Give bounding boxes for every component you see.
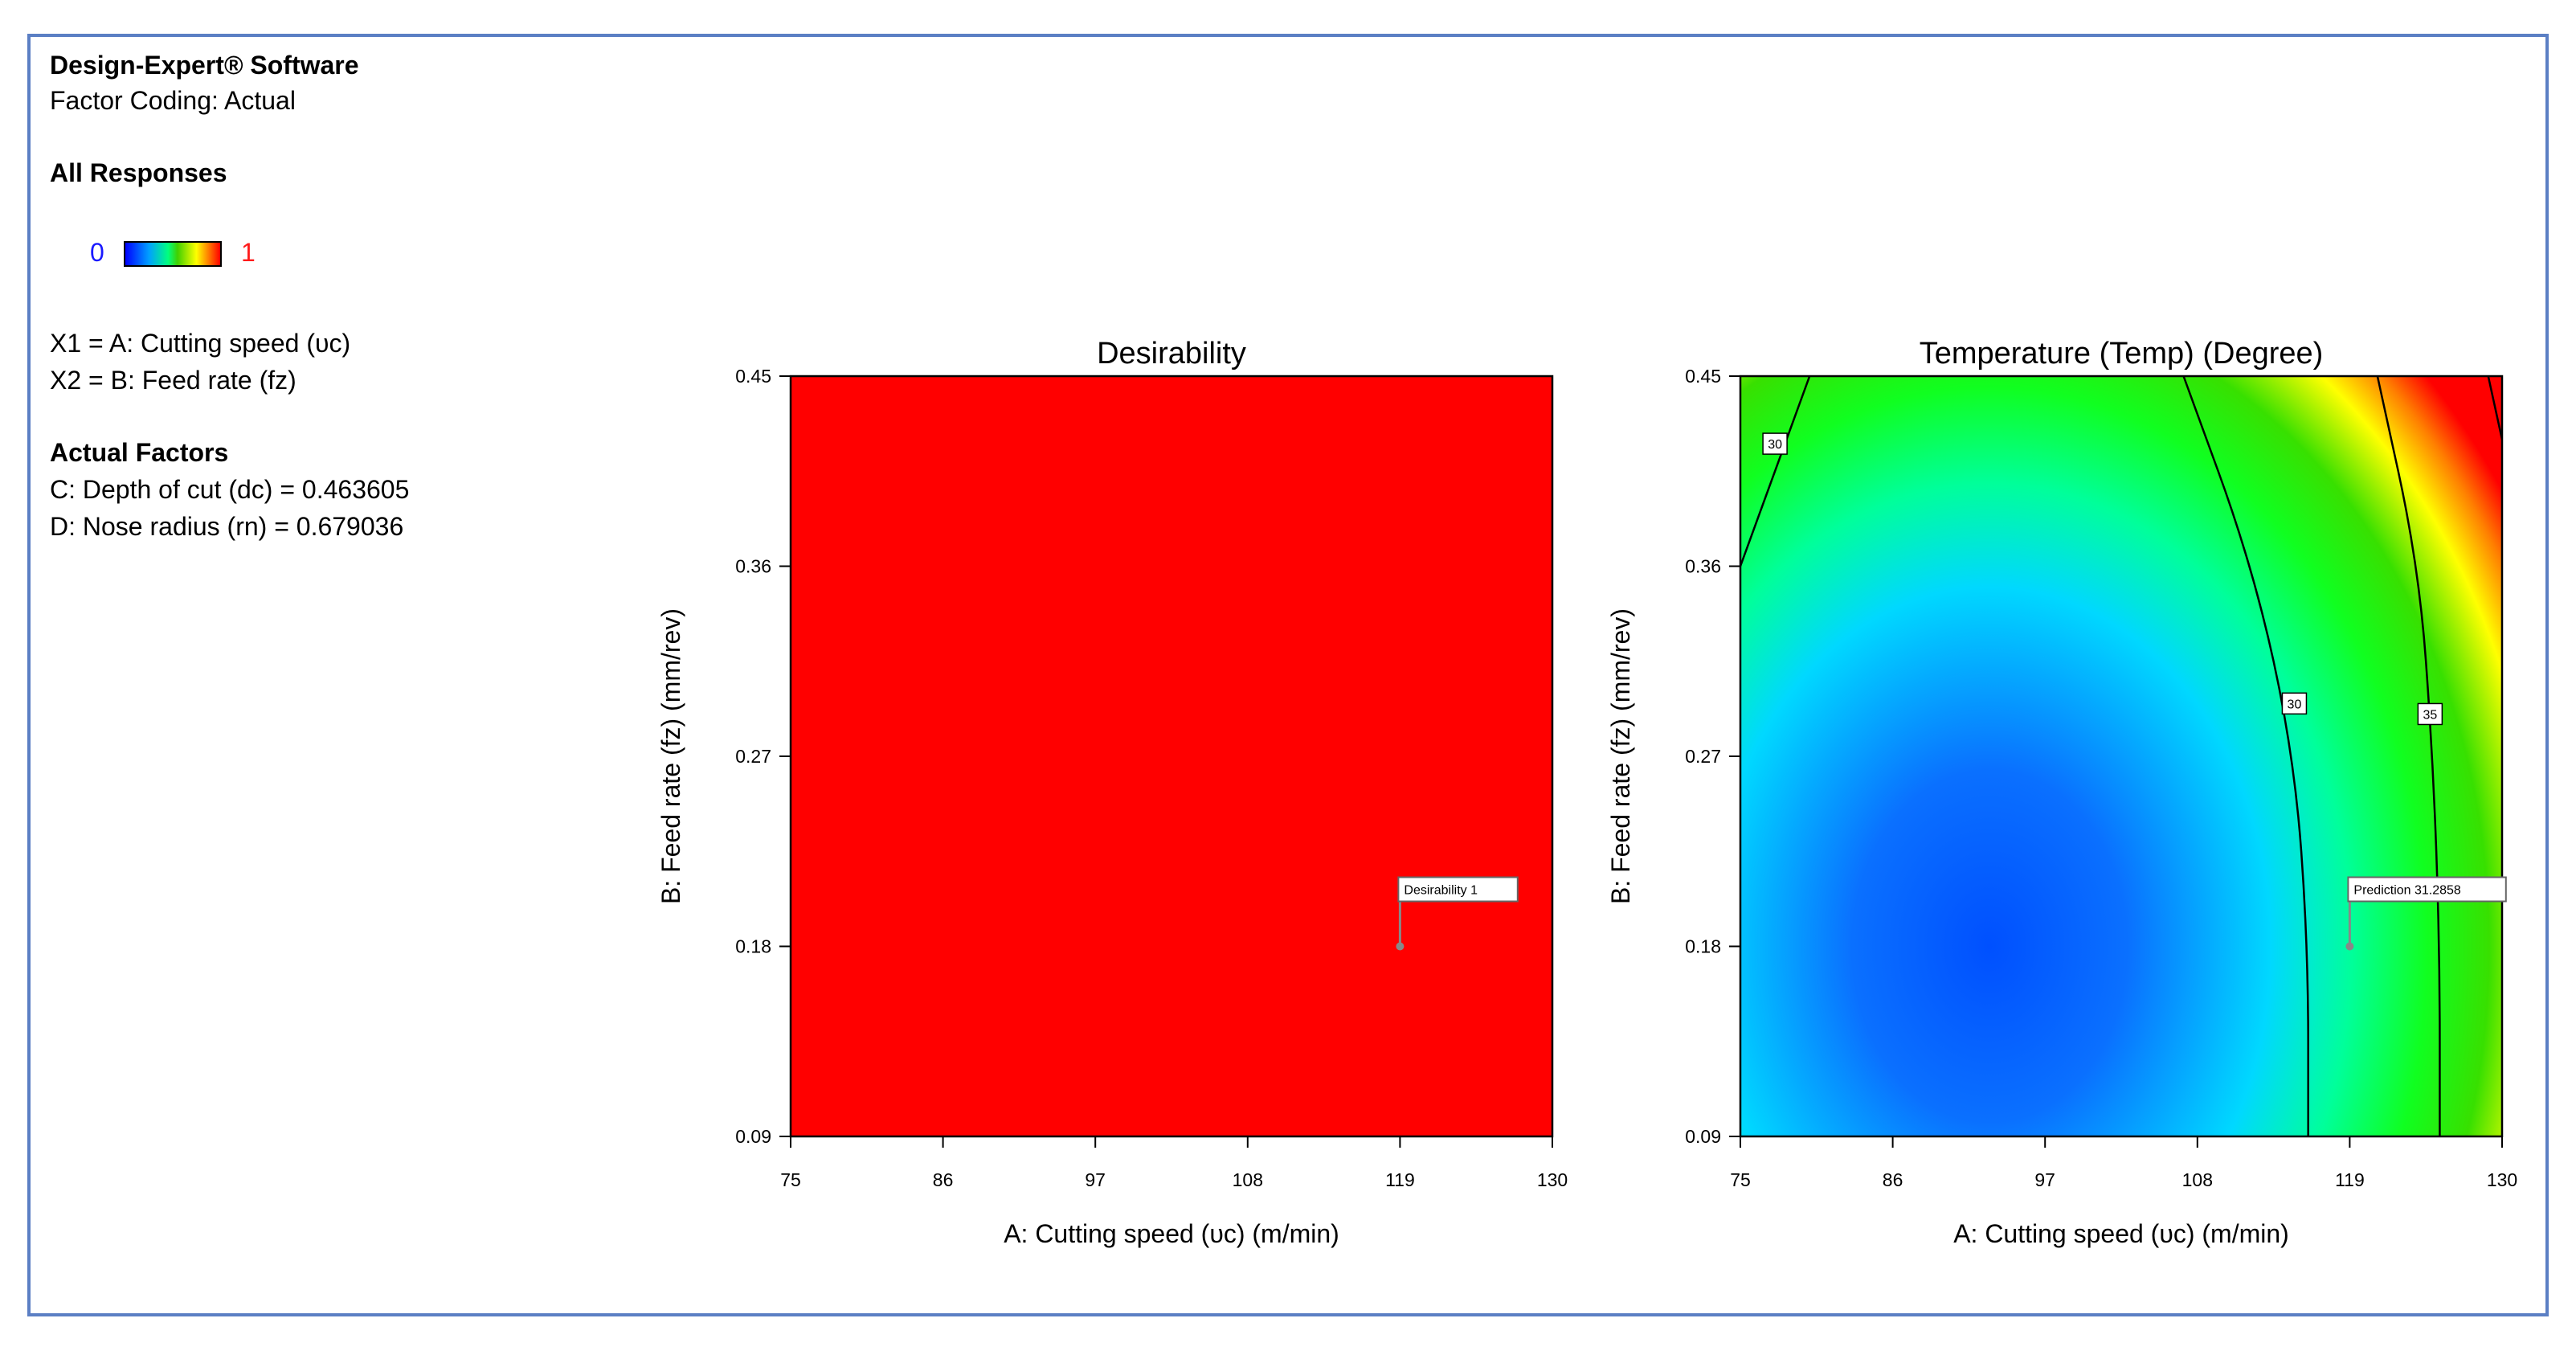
flag-point [1396, 942, 1405, 951]
contour-line [2376, 376, 2441, 1136]
flag-label: Desirability 1 [1404, 884, 1478, 898]
x-tick-label: 108 [1233, 1169, 1263, 1190]
x-tick-label: 97 [2034, 1169, 2055, 1190]
y-tick-label: 0.45 [1685, 366, 1721, 387]
color-legend-bar [124, 241, 222, 267]
factor-def-x2: X2 = B: Feed rate (fz) [50, 366, 296, 395]
x-axis-label: A: Cutting speed (υc) (m/min) [1953, 1219, 2289, 1248]
desirability-fill [791, 376, 1552, 1136]
plot-window: Design-Expert® Software Factor Coding: A… [27, 34, 2549, 1316]
contour-label: 30 [1768, 438, 1782, 452]
prediction-flag: Desirability 1 [1396, 876, 1519, 951]
y-tick-label: 0.09 [735, 1126, 771, 1147]
y-tick-label: 0.36 [735, 556, 771, 577]
chart-title: Desirability [1097, 337, 1246, 371]
contour-label-box [2417, 702, 2443, 726]
flag-point [2345, 942, 2354, 951]
legend-max-label: 1 [241, 238, 256, 267]
all-responses-heading: All Responses [50, 158, 227, 187]
flag-label: Prediction 31.2858 [2353, 884, 2461, 898]
y-tick-label: 0.27 [735, 746, 771, 767]
factor-def-x1: X1 = A: Cutting speed (υc) [50, 329, 351, 358]
actual-factor-nose-radius: D: Nose radius (rn) = 0.679036 [50, 512, 404, 541]
flag-box [2347, 876, 2507, 903]
x-tick-label: 130 [1537, 1169, 1568, 1190]
x-tick-label: 119 [2335, 1169, 2365, 1190]
y-tick-label: 0.18 [735, 936, 771, 957]
temperature-fill [1740, 376, 2502, 1136]
contour-line [2182, 376, 2309, 1136]
x-tick-label: 75 [1730, 1169, 1751, 1190]
flag-box [1397, 876, 1519, 903]
y-tick-label: 0.18 [1685, 936, 1721, 957]
y-tick-label: 0.27 [1685, 746, 1721, 767]
contour-label: 35 [2423, 708, 2437, 722]
x-axis-label: A: Cutting speed (υc) (m/min) [1004, 1219, 1339, 1248]
actual-factor-depth: C: Depth of cut (dc) = 0.463605 [50, 475, 410, 504]
chart-2: 30 30 35 Temperature (Temp) (Degree) 75 86 97 1… [1606, 337, 2517, 1248]
contour-line [2487, 376, 2502, 440]
x-tick-label: 108 [2182, 1169, 2213, 1190]
software-title: Design-Expert® Software [50, 51, 359, 80]
x-tick-label: 119 [1385, 1169, 1415, 1190]
factor-coding: Factor Coding: Actual [50, 86, 296, 115]
y-tick-label: 0.09 [1685, 1126, 1721, 1147]
actual-factors-heading: Actual Factors [50, 438, 229, 467]
y-tick-label: 0.45 [735, 366, 771, 387]
y-tick-label: 0.36 [1685, 556, 1721, 577]
contour-label: 30 [2288, 698, 2302, 711]
contour-label-box [2281, 692, 2308, 715]
prediction-flag: Prediction 31.2858 [2345, 876, 2507, 951]
x-tick-label: 75 [780, 1169, 801, 1190]
y-axis-label: B: Feed rate (fz) (mm/rev) [1606, 608, 1635, 904]
x-tick-label: 97 [1085, 1169, 1106, 1190]
chart-title: Temperature (Temp) (Degree) [1920, 337, 2324, 371]
x-tick-label: 86 [1883, 1169, 1903, 1190]
x-tick-label: 86 [933, 1169, 954, 1190]
x-tick-label: 130 [2487, 1169, 2517, 1190]
contour-lines [1740, 376, 2502, 1136]
contour-line [1740, 376, 1811, 567]
charts-area: Desirability 75 86 97 108 119 130 0.09 0.18 0.27 0… [656, 337, 2517, 1248]
contour-label-box [1762, 432, 1788, 455]
legend-min-label: 0 [90, 238, 104, 267]
y-axis-label: B: Feed rate (fz) (mm/rev) [656, 608, 685, 904]
chart-1: Desirability 75 86 97 108 119 130 0.09 0.18 0.27 0… [656, 337, 1568, 1248]
